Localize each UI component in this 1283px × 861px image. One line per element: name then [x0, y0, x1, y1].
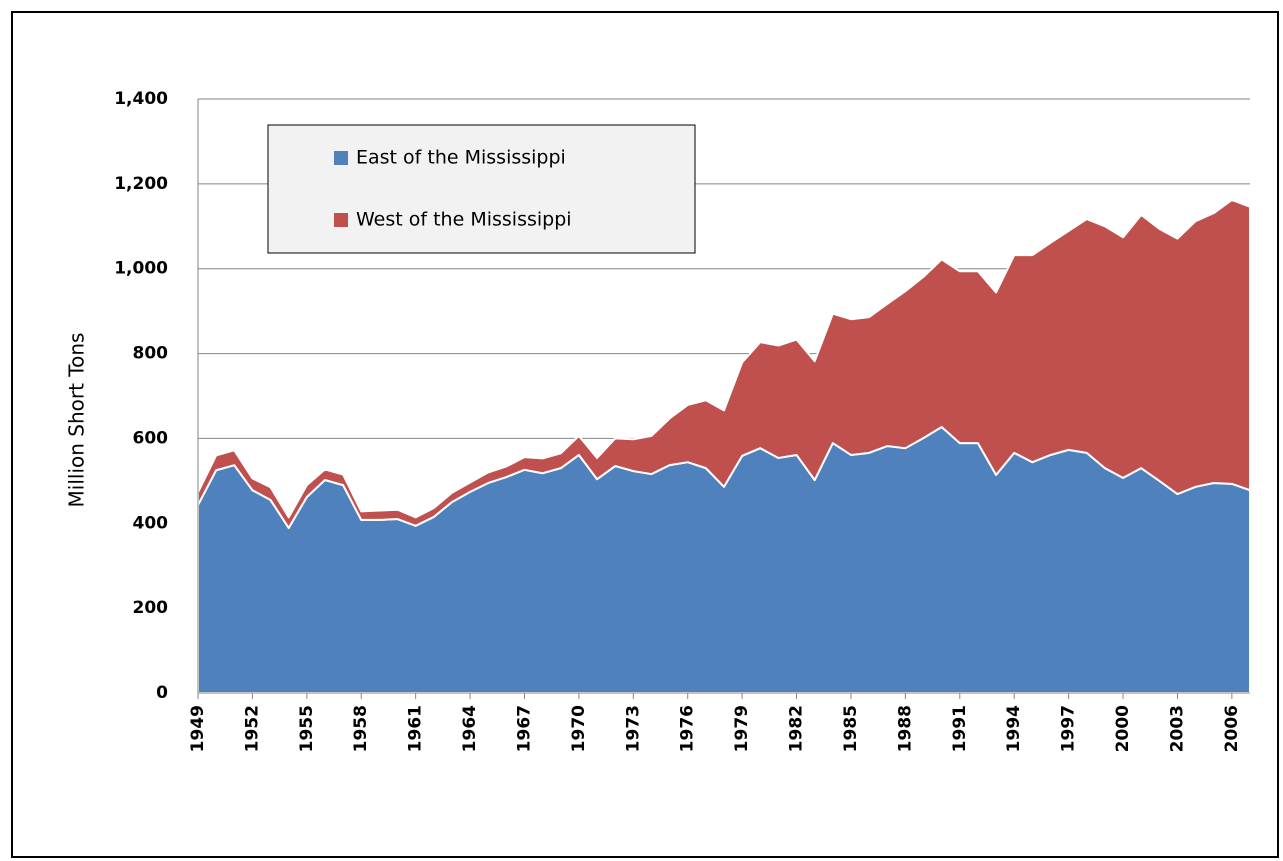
x-tick-label: 1994 — [1004, 705, 1024, 752]
x-tick-label: 1991 — [950, 705, 970, 752]
area — [197, 198, 1251, 529]
x-tick-label: 1958 — [351, 705, 371, 752]
x-tick-label: 1973 — [623, 705, 643, 752]
x-tick-label: 1979 — [732, 705, 752, 752]
legend — [267, 124, 696, 254]
x-tick-label: 1976 — [678, 705, 698, 752]
x-tick-label: 1985 — [841, 705, 861, 752]
legend-label: East of the Mississippi — [356, 147, 566, 169]
y-tick-label: 0 — [156, 683, 168, 703]
y-tick-label: 1,000 — [114, 259, 168, 279]
x-tick-label: 1961 — [406, 705, 426, 752]
x-tick-label: 2003 — [1167, 705, 1187, 752]
x-tick-label: 1949 — [188, 705, 208, 752]
x-tick-label: 1955 — [297, 705, 317, 752]
y-tick-label: 200 — [133, 598, 169, 618]
x-tick-label: 1970 — [569, 705, 589, 752]
x-tick-label: 1967 — [514, 705, 534, 752]
y-axis-label: Million Short Tons — [65, 333, 89, 508]
x-tick-label: 1988 — [895, 705, 915, 752]
x-tick-label: 1964 — [460, 705, 480, 752]
y-tick-label: 1,400 — [114, 89, 168, 109]
y-tick-label: 400 — [133, 513, 169, 533]
x-tick-label: 2000 — [1113, 705, 1133, 752]
y-tick-label: 800 — [133, 344, 169, 364]
y-tick-label: 600 — [133, 428, 169, 448]
legend-swatch — [334, 213, 348, 227]
x-tick-label: 2006 — [1222, 705, 1242, 752]
x-tick-label: 1997 — [1059, 705, 1079, 752]
legend-swatch — [334, 151, 348, 165]
y-tick-label: 1,200 — [114, 174, 168, 194]
x-tick-label: 1952 — [242, 705, 262, 752]
legend-label: West of the Mississippi — [356, 209, 572, 231]
x-tick-label: 1982 — [787, 705, 807, 752]
